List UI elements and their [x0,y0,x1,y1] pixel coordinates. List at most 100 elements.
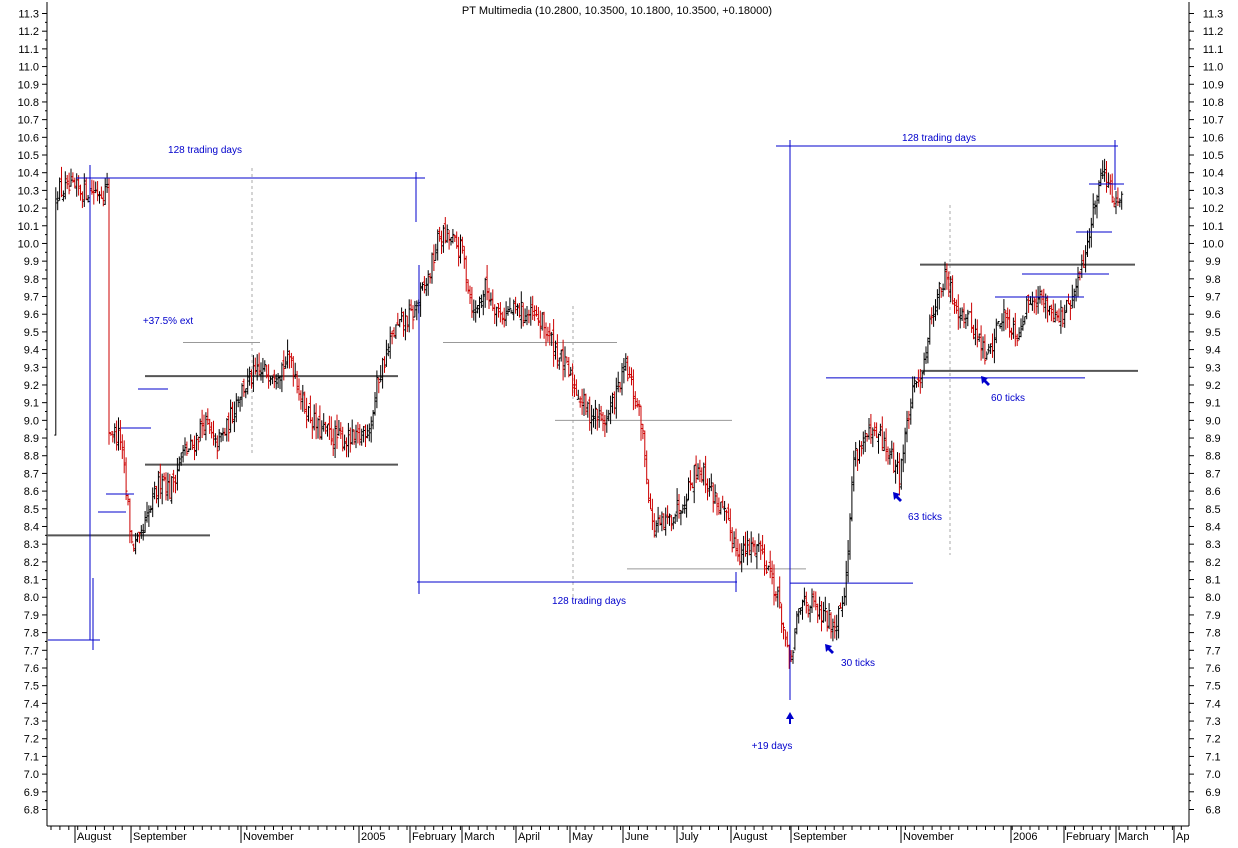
ohlc-bar [694,455,698,484]
ohlc-bar [109,432,113,436]
ohlc-bar [356,422,360,444]
ohlc-bar [288,350,291,369]
ohlc-bar [797,608,801,624]
ohlc-bar [1051,299,1055,323]
x-tick-label: November [243,831,294,843]
ohlc-bar [873,422,877,437]
ohlc-bar [728,508,732,542]
right-tick-label: 10.3 [1202,185,1223,197]
ohlc-bar [331,428,335,457]
right-tick-label: 8.2 [1205,557,1220,569]
ohlc-bar [658,514,662,526]
ohlc-bar [567,357,571,378]
ohlc-bar [405,315,409,333]
ohlc-bar [459,234,462,264]
ohlc-bar [783,629,787,647]
ohlc-bar [1032,296,1036,314]
ohlc-bar [276,372,280,389]
ohlc-bar [1048,305,1051,316]
ohlc-bar [521,302,525,327]
ohlc-bar [56,191,60,211]
ohlc-bar [888,448,892,465]
ohlc-bar [688,470,692,491]
left-tick-label: 9.8 [24,274,39,286]
ohlc-bar [624,353,628,371]
ohlc-bar [75,173,79,197]
ohlc-bar [248,366,252,386]
ohlc-bar [943,261,947,291]
ohlc-bar [441,224,445,253]
ohlc-bar [432,244,436,272]
ohlc-bar [846,540,850,583]
ohlc-bar [352,429,356,445]
ohlc-bar [295,370,299,394]
ohlc-bar [774,591,778,602]
ohlc-bar [761,534,765,555]
ohlc-bar [677,493,681,519]
ohlc-bar [316,417,320,439]
ohlc-bar [835,614,839,641]
ohlc-bar [601,412,605,432]
ohlc-bar [373,392,377,416]
ohlc-bar [1065,299,1069,313]
ohlc-bar [115,420,119,451]
ohlc-bar [913,376,917,393]
ohlc-bar [299,390,303,410]
ohlc-bar [314,403,318,440]
ohlc-bar [512,299,516,321]
ohlc-bar [932,305,936,327]
ohlc-bar [312,404,316,431]
ohlc-bar [1112,197,1116,208]
annotation-label: +19 days [752,741,793,752]
ohlc-bar [96,181,100,202]
ohlc-bar [388,326,392,359]
ohlc-bar [449,237,453,246]
left-tick-label: 7.5 [24,681,39,693]
right-tick-label: 7.9 [1205,610,1220,622]
ohlc-bar [607,409,611,422]
ohlc-bar [588,396,592,431]
right-y-axis: 6.8 6.9 7.0 7.1 7.2 7.3 7.4 7.5 7.6 7.7 7.8 7.9 8.0 8… [1189,9,1224,817]
ohlc-bar [63,171,67,200]
ohlc-bar [301,384,305,412]
ohlc-bar [215,435,219,460]
ohlc-bar [231,401,234,424]
ohlc-bar [956,294,960,330]
ohlc-bar [225,418,229,442]
ohlc-bar [740,543,744,573]
ohlc-bar [453,234,457,242]
ohlc-bar [365,424,369,439]
ohlc-bar [219,432,223,443]
ohlc-bar [998,323,1002,329]
right-tick-label: 10.1 [1202,221,1223,233]
ohlc-bar [149,505,153,513]
left-tick-label: 8.1 [24,575,39,587]
ohlc-bar [113,423,117,444]
ohlc-bar [320,420,324,440]
ohlc-bar [495,306,499,327]
ohlc-bar [650,498,654,531]
ohlc-bar [820,600,823,632]
ohlc-bar [633,391,637,409]
ohlc-bar [194,432,198,456]
ohlc-bar [810,588,814,614]
ohlc-bar [147,505,151,527]
ohlc-bar [660,511,664,532]
ohlc-bar [673,513,677,524]
ohlc-bar [753,540,757,556]
ohlc-bar [440,230,443,255]
left-tick-label: 7.9 [24,610,39,622]
ohlc-bar [1059,300,1063,334]
ohlc-bar [1036,286,1040,314]
ohlc-bar [354,424,358,449]
ohlc-bar [155,485,158,504]
ohlc-bar [358,424,362,446]
left-tick-label: 10.9 [18,79,39,91]
ohlc-bar [168,473,172,500]
ohlc-bar [637,400,641,416]
ohlc-bar [79,184,82,201]
ohlc-bar [565,356,569,364]
ohlc-bar [1106,172,1110,188]
ohlc-bar [411,305,415,330]
left-tick-label: 9.6 [24,309,39,321]
